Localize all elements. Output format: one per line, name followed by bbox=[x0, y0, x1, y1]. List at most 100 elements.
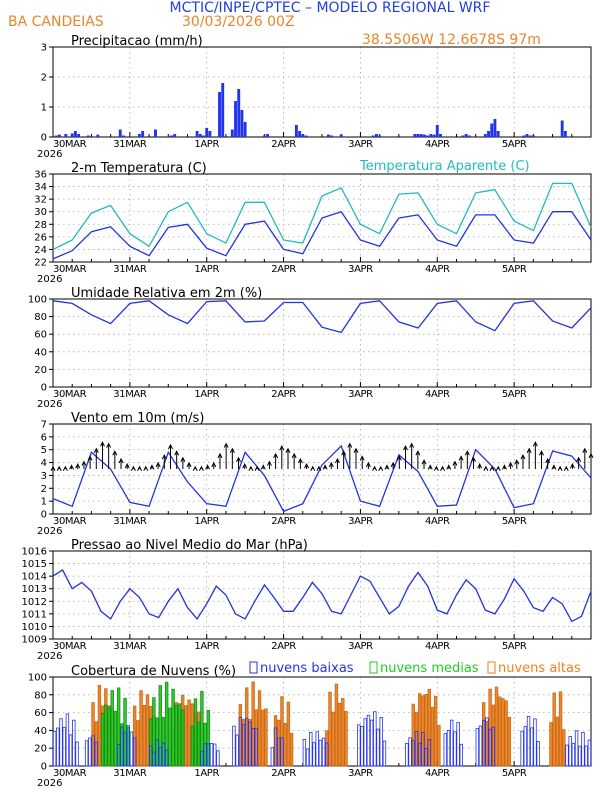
wind-arrow-head bbox=[526, 447, 532, 453]
wind-arrow-head bbox=[75, 463, 81, 469]
wind-arrow-head bbox=[335, 457, 340, 464]
cloud-legend-swatch bbox=[369, 661, 378, 674]
x-tick-label: 4APR bbox=[425, 389, 450, 400]
high-cloud-bar bbox=[498, 696, 502, 767]
wind-arrow-head bbox=[427, 464, 433, 470]
wind-arrow-head bbox=[217, 452, 223, 459]
y-tick-label: 28 bbox=[34, 220, 47, 231]
mid-cloud-bar bbox=[193, 698, 198, 767]
precip-bar bbox=[208, 131, 212, 137]
chart-header: MCTIC/INPE/CPTEC – MODELO REGIONAL WRF B… bbox=[8, 0, 541, 48]
wind-arrow-head bbox=[415, 450, 421, 456]
high-cloud-bar bbox=[337, 702, 342, 767]
wind-arrow-head bbox=[551, 464, 557, 470]
low-cloud-bar bbox=[443, 733, 447, 767]
low-cloud-bar bbox=[91, 735, 95, 767]
precip-bar bbox=[221, 83, 225, 137]
low-cloud-bar bbox=[408, 737, 412, 767]
apparent-temperature-line bbox=[52, 182, 592, 250]
wind-arrow-head bbox=[464, 450, 470, 456]
low-cloud-bar bbox=[536, 741, 540, 767]
mid-cloud-bar bbox=[177, 703, 182, 767]
cloud-legend-label: nuvens altas bbox=[498, 661, 581, 676]
high-cloud-bar bbox=[261, 709, 265, 767]
wind-arrow-head bbox=[458, 455, 464, 461]
x-year-label: 2026 bbox=[37, 526, 62, 537]
precip-bar bbox=[423, 134, 426, 137]
high-cloud-bar bbox=[558, 691, 563, 767]
precip-bar bbox=[487, 131, 490, 137]
pressure-title: Pressao ao Nivel Medio do Mar (hPa) bbox=[71, 538, 308, 553]
low-cloud-bar bbox=[152, 751, 156, 767]
low-cloud-bar bbox=[56, 727, 60, 767]
low-cloud-bar bbox=[245, 717, 249, 767]
x-year-label: 2026 bbox=[37, 149, 62, 160]
model-title: MCTIC/INPE/CPTEC – MODELO REGIONAL WRF bbox=[170, 0, 491, 16]
y-tick-label: 1012 bbox=[22, 597, 47, 608]
y-tick-label: 20 bbox=[34, 365, 47, 376]
precip-bar bbox=[70, 133, 74, 137]
low-cloud-bar bbox=[530, 727, 534, 767]
mid-cloud-bar bbox=[168, 707, 172, 767]
low-cloud-bar bbox=[523, 726, 528, 767]
low-cloud-bar bbox=[520, 730, 524, 767]
wind-arrow-head bbox=[291, 452, 297, 459]
x-tick-label: 5APR bbox=[502, 389, 527, 400]
wind-arrow-head bbox=[328, 461, 334, 468]
x-tick-label: 31MAR bbox=[113, 641, 147, 652]
wind-arrow-head bbox=[205, 464, 211, 470]
x-tick-label: 3APR bbox=[348, 139, 373, 150]
low-cloud-bar bbox=[449, 719, 454, 767]
y-tick-label: 20 bbox=[34, 744, 47, 755]
precip-title: Precipitacao (mm/h) bbox=[71, 34, 203, 49]
low-cloud-bar bbox=[382, 740, 387, 767]
high-cloud-bar bbox=[136, 720, 140, 767]
low-cloud-bar bbox=[315, 731, 319, 767]
high-cloud-bar bbox=[257, 690, 262, 767]
temperature-title: 2-m Temperatura (C) bbox=[71, 161, 207, 176]
wind-arrow-head bbox=[563, 465, 569, 471]
low-cloud-bar bbox=[453, 731, 457, 767]
wind-arrow-head bbox=[137, 465, 143, 471]
x-tick-label: 4APR bbox=[425, 139, 450, 150]
coordinates-label: 38.5506W 12.6678S 97m bbox=[362, 32, 541, 48]
wind-arrow-head bbox=[174, 450, 180, 456]
wind-arrow-head bbox=[483, 465, 489, 471]
x-tick-label: 2APR bbox=[271, 516, 296, 527]
high-cloud-bar bbox=[286, 701, 291, 767]
precip-bar bbox=[439, 134, 442, 137]
y-tick-label: 40 bbox=[34, 347, 47, 358]
high-cloud-bar bbox=[145, 694, 150, 767]
low-cloud-bar bbox=[120, 726, 124, 767]
wind-arrow-head bbox=[118, 457, 124, 464]
y-tick-label: 36 bbox=[34, 170, 47, 181]
high-cloud-bar bbox=[501, 698, 505, 767]
low-cloud-bar bbox=[132, 737, 137, 767]
y-tick-label: 1010 bbox=[22, 622, 47, 633]
wind-arrow-head bbox=[557, 465, 563, 471]
wind-arrow-head bbox=[452, 460, 458, 466]
clouds-panel: 0 20 40 60 80 100 30MAR 31MAR 1APR 2APR 3APR 4APR 5A… bbox=[28, 661, 592, 789]
high-cloud-bar bbox=[184, 705, 188, 767]
wind-arrow-head bbox=[285, 447, 291, 453]
low-cloud-bar bbox=[305, 748, 310, 767]
wind-arrow-head bbox=[501, 464, 507, 470]
precip-bar bbox=[230, 129, 234, 137]
x-tick-label: 1APR bbox=[194, 139, 219, 150]
wind-arrow-head bbox=[576, 456, 582, 462]
x-tick-label: 1APR bbox=[194, 641, 219, 652]
humidity-line bbox=[52, 300, 592, 334]
precip-bar bbox=[374, 134, 378, 137]
x-tick-label: 30MAR bbox=[53, 641, 87, 652]
plot-frame bbox=[52, 46, 592, 138]
humidity-panel: 0 20 40 60 80 100 30MAR 31MAR 1APR 2APR 3APR 4APR 5A… bbox=[28, 286, 592, 410]
cloud-legend-swatch bbox=[487, 661, 496, 674]
low-cloud-bar bbox=[312, 742, 316, 767]
high-cloud-bar bbox=[331, 711, 335, 767]
high-cloud-bar bbox=[142, 705, 146, 767]
precip-bar bbox=[64, 134, 68, 137]
low-cloud-bar bbox=[302, 739, 307, 767]
y-tick-label: 1011 bbox=[22, 609, 47, 620]
y-tick-label: 1016 bbox=[22, 547, 47, 558]
